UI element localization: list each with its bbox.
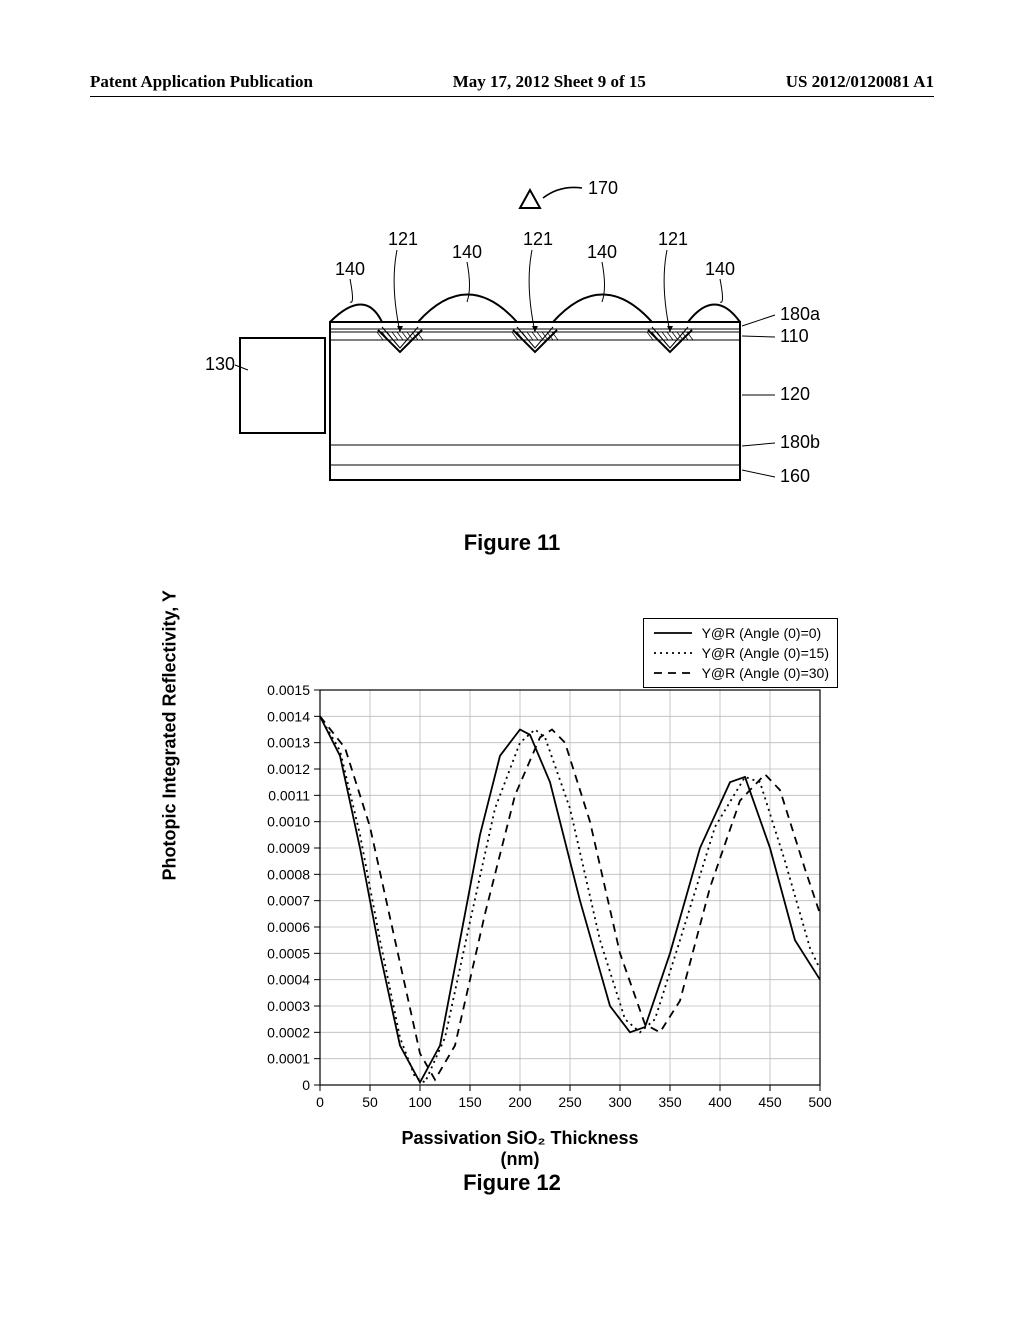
svg-text:180a: 180a	[780, 304, 820, 324]
svg-text:0: 0	[316, 1094, 324, 1110]
svg-text:400: 400	[708, 1094, 732, 1110]
legend-item: Y@R (Angle (0)=0)	[652, 623, 829, 643]
figure-12-caption: Figure 12	[0, 1170, 1024, 1196]
figure-12-chart: Photopic Integrated Reflectivity, Y Y@R …	[180, 620, 860, 1160]
svg-text:0.0009: 0.0009	[267, 840, 310, 856]
svg-text:140: 140	[587, 242, 617, 262]
svg-text:250: 250	[558, 1094, 582, 1110]
header-right: US 2012/0120081 A1	[786, 72, 934, 92]
header-middle: May 17, 2012 Sheet 9 of 15	[453, 72, 646, 92]
chart-y-axis-label: Photopic Integrated Reflectivity, Y	[160, 590, 181, 880]
svg-text:0.0008: 0.0008	[267, 866, 310, 882]
svg-text:180b: 180b	[780, 432, 820, 452]
svg-text:130: 130	[205, 354, 235, 374]
svg-text:0.0002: 0.0002	[267, 1024, 310, 1040]
svg-text:121: 121	[523, 229, 553, 249]
svg-text:200: 200	[508, 1094, 532, 1110]
svg-text:150: 150	[458, 1094, 482, 1110]
svg-text:0: 0	[302, 1077, 310, 1093]
svg-text:0.0011: 0.0011	[268, 787, 310, 803]
svg-text:140: 140	[452, 242, 482, 262]
svg-text:500: 500	[808, 1094, 832, 1110]
svg-text:121: 121	[658, 229, 688, 249]
svg-text:110: 110	[780, 326, 809, 346]
svg-text:100: 100	[408, 1094, 432, 1110]
svg-text:140: 140	[705, 259, 735, 279]
figure-11-diagram: 170 121 121 121 140 140 140 140 130 180a110 120 180…	[200, 170, 820, 510]
figure-11-caption: Figure 11	[0, 530, 1024, 556]
svg-text:450: 450	[758, 1094, 782, 1110]
svg-text:0.0010: 0.0010	[267, 814, 310, 830]
svg-text:350: 350	[658, 1094, 682, 1110]
svg-text:50: 50	[362, 1094, 378, 1110]
svg-text:0.0014: 0.0014	[267, 708, 310, 724]
svg-text:170: 170	[588, 178, 618, 198]
svg-text:120: 120	[780, 384, 810, 404]
svg-text:0.0005: 0.0005	[267, 945, 310, 961]
svg-text:0.0004: 0.0004	[267, 972, 310, 988]
svg-text:300: 300	[608, 1094, 632, 1110]
svg-text:0.0015: 0.0015	[267, 682, 310, 698]
chart-x-axis-label: Passivation SiO₂ Thickness (nm)	[180, 1128, 860, 1170]
header-left: Patent Application Publication	[90, 72, 313, 92]
svg-text:0.0007: 0.0007	[267, 893, 310, 909]
svg-text:140: 140	[335, 259, 365, 279]
svg-text:0.0001: 0.0001	[267, 1051, 310, 1067]
patent-header: Patent Application Publication May 17, 2…	[90, 72, 934, 97]
svg-text:0.0013: 0.0013	[267, 735, 310, 751]
svg-text:160: 160	[780, 466, 810, 486]
svg-text:121: 121	[388, 229, 418, 249]
svg-text:0.0012: 0.0012	[267, 761, 310, 777]
svg-text:0.0003: 0.0003	[267, 998, 310, 1014]
legend-item: Y@R (Angle (0)=15)	[652, 643, 829, 663]
svg-text:0.0006: 0.0006	[267, 919, 310, 935]
